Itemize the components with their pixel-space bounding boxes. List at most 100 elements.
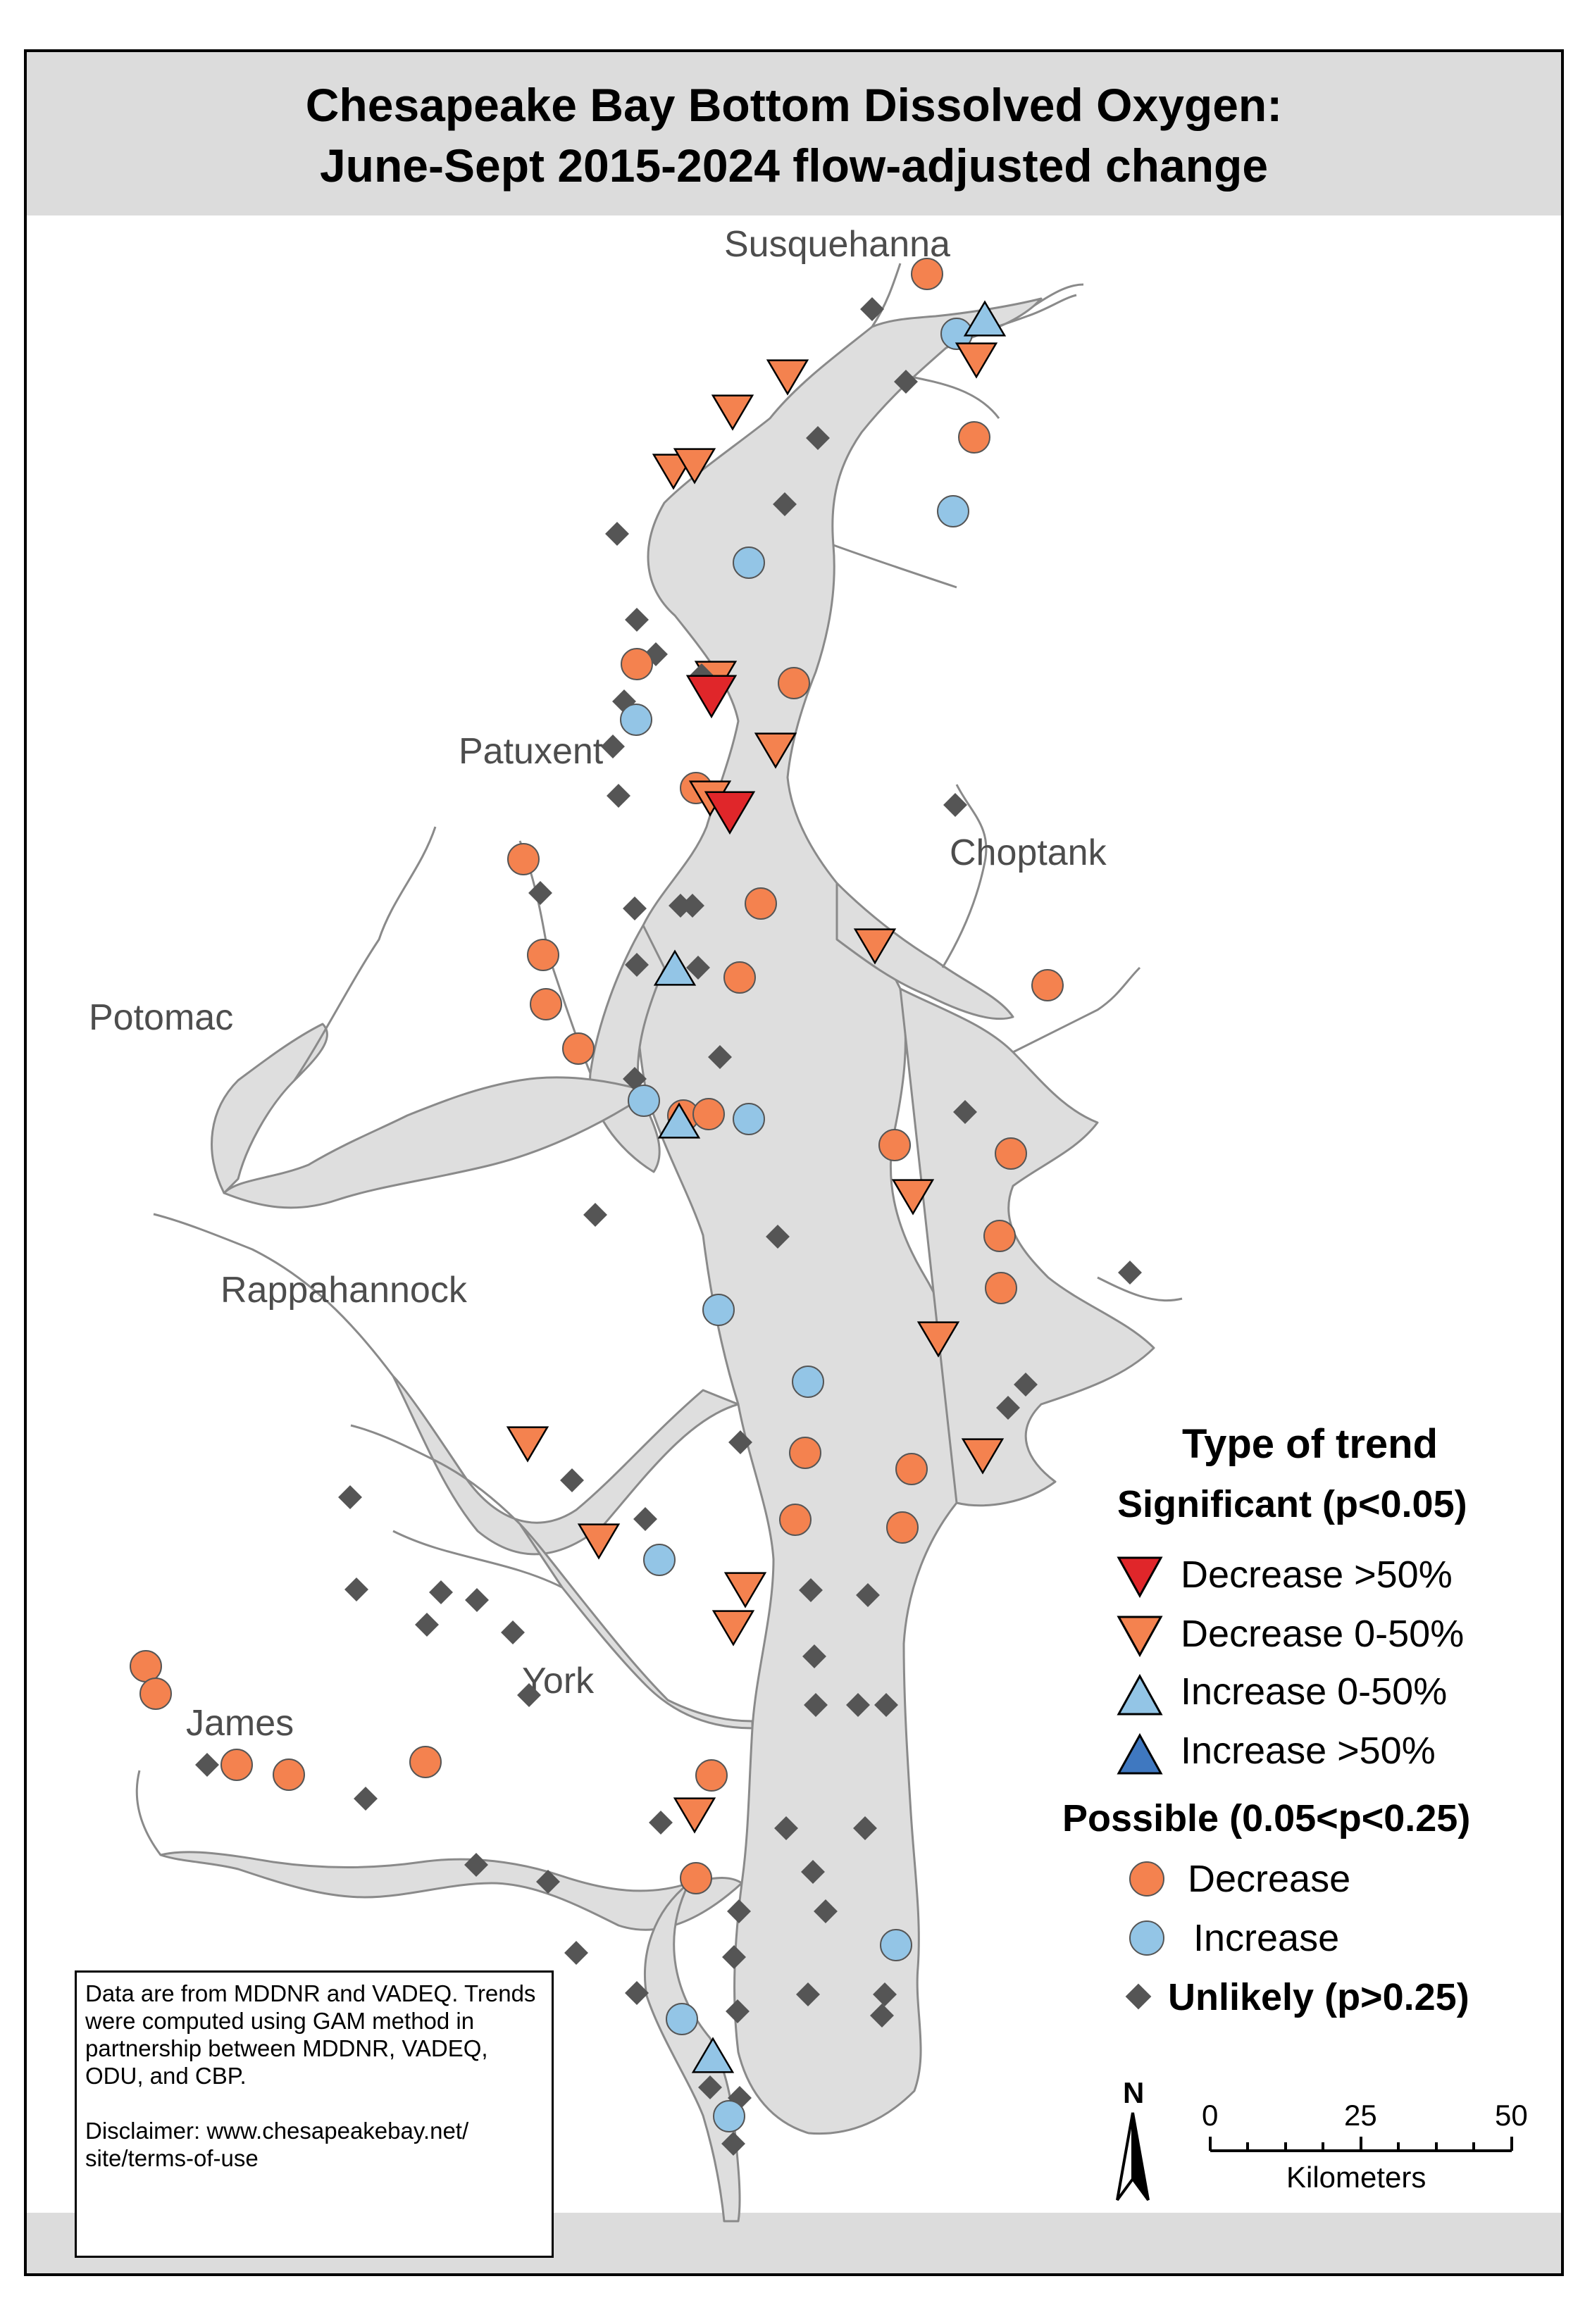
unlikely-marker xyxy=(801,1860,825,1884)
scale-tick-25: 25 xyxy=(1344,2099,1377,2132)
legend-increase-gt50-label: Increase >50% xyxy=(1181,1730,1436,1772)
legend-significant-heading: Significant (p<0.05) xyxy=(1117,1483,1467,1525)
unlikely-marker xyxy=(804,1693,828,1717)
unlikely-marker xyxy=(721,2132,745,2156)
unlikely-marker xyxy=(802,1644,826,1668)
unlikely-marker xyxy=(799,1578,823,1602)
possible-decrease-marker xyxy=(985,1272,1017,1304)
york-upper-trib xyxy=(350,1424,521,1525)
scale-tick-0: 0 xyxy=(1202,2099,1218,2132)
label-james: James xyxy=(186,1703,294,1744)
rappahannock-shape xyxy=(392,1375,740,1556)
possible-decrease-marker xyxy=(789,1437,821,1469)
increase-0-50-marker xyxy=(963,300,1007,337)
possible-decrease-marker xyxy=(273,1758,305,1791)
potomac-upper-shape xyxy=(211,1023,328,1194)
unlikely-marker xyxy=(894,370,918,394)
unlikely-marker xyxy=(727,1899,751,1923)
unlikely-marker xyxy=(873,1982,897,2006)
decrease-gt50-marker xyxy=(704,791,756,835)
decrease-0-50-marker xyxy=(711,394,754,431)
possible-decrease-marker xyxy=(1031,969,1064,1001)
bay-water xyxy=(159,297,1155,2223)
unlikely-marker xyxy=(465,1588,489,1612)
unlikely-marker xyxy=(874,1693,898,1717)
legend-increase-gt50-symbol xyxy=(1117,1732,1163,1775)
unlikely-marker xyxy=(846,1693,870,1717)
susq-north-trib xyxy=(871,263,902,327)
legend-unlikely-symbol xyxy=(1125,1983,1152,2010)
possible-increase-marker xyxy=(643,1544,676,1576)
possible-decrease-marker xyxy=(562,1032,595,1065)
possible-increase-marker xyxy=(628,1085,660,1117)
unlikely-marker xyxy=(680,894,704,918)
unlikely-marker xyxy=(583,1203,607,1227)
north-arrow-fill-icon xyxy=(1131,2112,1150,2201)
possible-decrease-marker xyxy=(680,1862,712,1894)
unlikely-marker xyxy=(953,1100,977,1124)
decrease-0-50-marker xyxy=(711,1610,755,1647)
possible-decrease-marker xyxy=(911,258,943,290)
unlikely-marker xyxy=(728,1430,752,1454)
decrease-0-50-marker xyxy=(916,1321,960,1358)
unlikely-marker xyxy=(564,1941,588,1965)
data-source-box: Data are from MDDNR and VADEQ. Trends we… xyxy=(75,1970,554,2258)
decrease-0-50-marker xyxy=(577,1523,621,1560)
decrease-0-50-marker xyxy=(723,1572,767,1608)
possible-decrease-marker xyxy=(983,1220,1016,1252)
unlikely-marker xyxy=(633,1507,657,1531)
label-patuxent: Patuxent xyxy=(459,731,604,772)
possible-increase-marker xyxy=(792,1366,824,1398)
possible-increase-marker xyxy=(880,1929,912,1961)
possible-decrease-marker xyxy=(886,1511,919,1544)
james-shape xyxy=(159,1851,743,1931)
map-title: Chesapeake Bay Bottom Dissolved Oxygen: … xyxy=(27,75,1561,196)
legend-decrease-gt50-symbol xyxy=(1117,1556,1163,1599)
possible-decrease-marker xyxy=(530,988,562,1020)
possible-decrease-marker xyxy=(507,843,540,875)
unlikely-marker xyxy=(344,1578,368,1601)
title-line-2: June-Sept 2015-2024 flow-adjusted change xyxy=(319,139,1269,192)
nanticoke-trib xyxy=(1012,966,1141,1054)
possible-decrease-marker xyxy=(695,1759,728,1792)
pocomoke-trib xyxy=(1097,1276,1183,1302)
unlikely-marker xyxy=(601,735,625,758)
north-arrow-icon xyxy=(1116,2112,1134,2201)
legend-possible-increase-label: Increase xyxy=(1193,1917,1339,1959)
elk-trib xyxy=(907,375,1000,419)
decrease-0-50-marker xyxy=(754,732,797,769)
unlikely-marker xyxy=(625,953,649,977)
possible-decrease-marker xyxy=(878,1129,911,1161)
possible-increase-marker xyxy=(702,1294,735,1326)
main-bay-shape xyxy=(635,297,1043,2135)
unlikely-marker xyxy=(996,1396,1020,1420)
possible-increase-marker xyxy=(733,1103,765,1135)
legend-possible-increase-symbol xyxy=(1129,1920,1164,1956)
legend-increase-0-50-label: Increase 0-50% xyxy=(1181,1670,1447,1713)
potomac-shape xyxy=(223,1076,648,1209)
legend: Type of trend Significant (p<0.05) Decre… xyxy=(1062,1421,1470,2018)
unlikely-marker xyxy=(722,1945,746,1969)
legend-possible-decrease-label: Decrease xyxy=(1188,1858,1350,1900)
choptank-shape xyxy=(835,882,1014,1020)
unlikely-marker xyxy=(856,1583,880,1607)
mattaponi-trib xyxy=(392,1530,563,1589)
label-choptank: Choptank xyxy=(950,832,1107,873)
map-frame: Chesapeake Bay Bottom Dissolved Oxygen: … xyxy=(24,49,1564,2276)
possible-increase-marker xyxy=(733,546,765,579)
possible-increase-marker xyxy=(937,495,969,527)
decrease-0-50-marker xyxy=(673,448,716,485)
legend-decrease-0-50-label: Decrease 0-50% xyxy=(1181,1613,1464,1655)
north-label: N xyxy=(1123,2076,1144,2109)
unlikely-marker xyxy=(649,1811,673,1835)
label-potomac: Potomac xyxy=(89,997,233,1038)
unlikely-marker xyxy=(1014,1373,1038,1397)
unlikely-marker xyxy=(528,881,552,905)
possible-decrease-marker xyxy=(130,1650,162,1682)
potomac-upper-trib xyxy=(293,826,437,1081)
possible-increase-marker xyxy=(713,2100,745,2132)
increase-0-50-marker xyxy=(691,2037,735,2073)
unlikely-marker xyxy=(766,1225,790,1249)
unlikely-marker xyxy=(796,1982,820,2006)
possible-decrease-marker xyxy=(895,1453,928,1485)
